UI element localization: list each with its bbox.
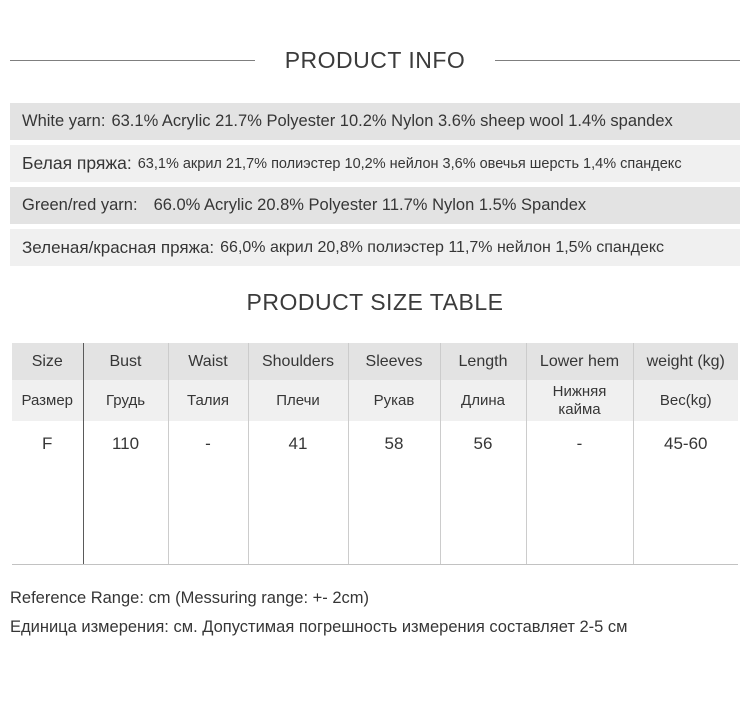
size-table-row-f: F 110 - 41 58 56 - 45-60 (12, 421, 738, 565)
title-line-right (495, 59, 741, 61)
yarn-row-value: 66.0% Acrylic 20.8% Polyester 11.7% Nylo… (153, 196, 587, 214)
col-header-bust-ru: Грудь (82, 380, 168, 421)
measurement-notes: Reference Range: cm (Messuring range: +-… (10, 584, 740, 642)
cell-waist: - (167, 421, 248, 565)
yarn-row-greenred-ru: Зеленая/красная пряжа: 66,0% акрил 20,8%… (10, 229, 740, 266)
title-line-left (10, 59, 255, 61)
yarn-row-white-en: White yarn: 63.1% Acrylic 21.7% Polyeste… (10, 103, 740, 140)
col-header-lower-hem-ru: Нижняя кайма (525, 380, 633, 421)
col-header-waist: Waist (167, 343, 248, 380)
yarn-row-value: 63,1% акрил 21,7% полиэстер 10,2% нейлон… (137, 155, 682, 172)
col-header-weight: weight (kg) (632, 343, 738, 380)
col-header-shoulders-ru: Плечи (247, 380, 348, 421)
cell-size: F (12, 421, 83, 565)
cell-lower-hem: - (525, 421, 633, 565)
product-info-title: PRODUCT INFO (284, 46, 466, 73)
yarn-row-value: 66,0% акрил 20,8% полиэстер 11,7% нейлон… (220, 238, 665, 256)
col-header-bust: Bust (82, 343, 168, 380)
cell-sleeves: 58 (347, 421, 440, 565)
size-table-header-en: Size Bust Waist Shoulders Sleeves Length… (12, 343, 738, 380)
product-info-page: PRODUCT INFO White yarn: 63.1% Acrylic 2… (0, 46, 750, 709)
col-header-lower-hem-ru-text: Нижняя кайма (552, 382, 607, 418)
col-header-size-ru: Размер (12, 380, 83, 421)
yarn-row-label: White yarn: (22, 112, 106, 130)
yarn-row-label: Green/red yarn: (22, 196, 138, 214)
col-header-length-ru: Длина (439, 380, 526, 421)
cell-shoulders: 41 (247, 421, 348, 565)
product-info-header: PRODUCT INFO (10, 46, 741, 74)
col-header-sleeves: Sleeves (347, 343, 440, 380)
product-size-table-title: PRODUCT SIZE TABLE (246, 289, 504, 315)
yarn-row-white-ru: Белая пряжа: 63,1% акрил 21,7% полиэстер… (10, 145, 740, 182)
col-header-weight-ru: Вес(kg) (632, 380, 738, 421)
note-reference-range-ru: Единица измерения: см. Допустимая погреш… (10, 617, 628, 636)
note-reference-range-en: Reference Range: cm (Messuring range: +-… (10, 588, 370, 607)
col-header-size: Size (12, 343, 83, 380)
yarn-row-label: Белая пряжа: (22, 153, 132, 173)
cell-bust: 110 (82, 421, 168, 565)
yarn-row-label: Зеленая/красная пряжа: (22, 237, 215, 257)
yarn-row-greenred-en: Green/red yarn: 66.0% Acrylic 20.8% Poly… (10, 187, 740, 224)
size-table-header-ru: Размер Грудь Талия Плечи Рукав Длина Ниж… (12, 380, 738, 421)
col-header-waist-ru: Талия (167, 380, 248, 421)
col-header-length: Length (439, 343, 526, 380)
col-header-shoulders: Shoulders (247, 343, 348, 380)
yarn-row-value: 63.1% Acrylic 21.7% Polyester 10.2% Nylo… (111, 112, 673, 130)
yarn-composition-list: White yarn: 63.1% Acrylic 21.7% Polyeste… (10, 103, 740, 266)
col-header-sleeves-ru: Рукав (347, 380, 440, 421)
cell-weight: 45-60 (632, 421, 738, 565)
cell-length: 56 (439, 421, 526, 565)
size-table: Size Bust Waist Shoulders Sleeves Length… (12, 343, 738, 565)
col-header-lower-hem: Lower hem (525, 343, 633, 380)
